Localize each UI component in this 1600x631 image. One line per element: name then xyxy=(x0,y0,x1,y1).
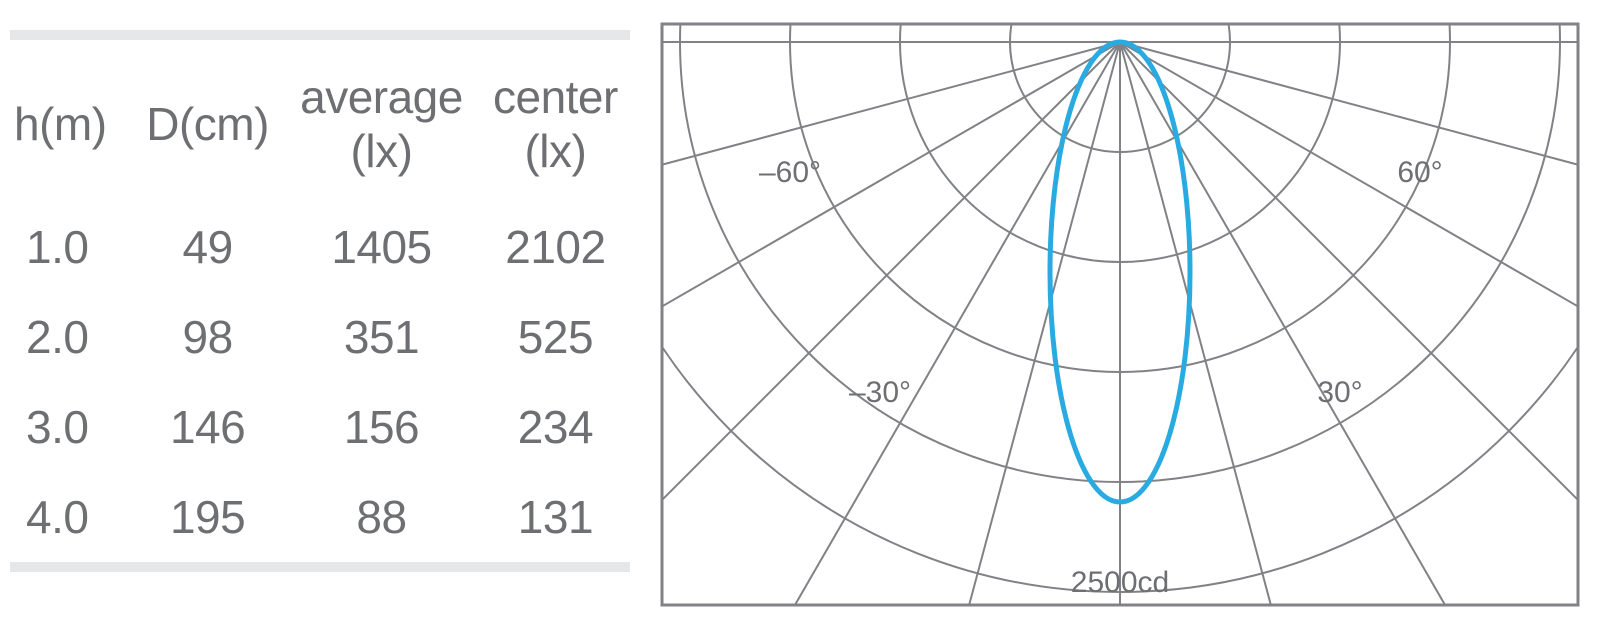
table-cell: 2.0 xyxy=(10,292,133,382)
table-cell: 2102 xyxy=(481,202,630,292)
angle-label: 30° xyxy=(1317,376,1362,409)
data-table: h(m) D(cm) average (lx) center (lx) 1.04… xyxy=(10,40,630,562)
angle-label: –30° xyxy=(849,376,911,409)
table-cell: 88 xyxy=(282,472,481,562)
col-header-d: D(cm) xyxy=(133,40,282,202)
polar-chart: –60° 60° –30° 30° 2500cd xyxy=(660,22,1580,607)
table-cell: 1.0 xyxy=(10,202,133,292)
illuminance-table: h(m) D(cm) average (lx) center (lx) 1.04… xyxy=(10,0,630,631)
table-bottom-rule xyxy=(10,562,630,572)
table-row: 2.098351525 xyxy=(10,292,630,382)
table-row: 4.019588131 xyxy=(10,472,630,562)
col-header-center: center (lx) xyxy=(481,40,630,202)
table-cell: 146 xyxy=(133,382,282,472)
table-cell: 351 xyxy=(282,292,481,382)
col-header-h: h(m) xyxy=(10,40,133,202)
table-cell: 234 xyxy=(481,382,630,472)
table-cell: 525 xyxy=(481,292,630,382)
table-cell: 3.0 xyxy=(10,382,133,472)
table-cell: 1405 xyxy=(282,202,481,292)
angle-label: 60° xyxy=(1397,156,1442,189)
table-row: 3.0146156234 xyxy=(10,382,630,472)
table-cell: 156 xyxy=(282,382,481,472)
table-cell: 4.0 xyxy=(10,472,133,562)
col-header-average: average (lx) xyxy=(282,40,481,202)
table-row: 1.04914052102 xyxy=(10,202,630,292)
table-cell: 195 xyxy=(133,472,282,562)
table-cell: 98 xyxy=(133,292,282,382)
table-cell: 49 xyxy=(133,202,282,292)
cd-label: 2500cd xyxy=(1071,566,1169,599)
table-top-rule xyxy=(10,30,630,40)
table-cell: 131 xyxy=(481,472,630,562)
angle-label: –60° xyxy=(759,156,821,189)
